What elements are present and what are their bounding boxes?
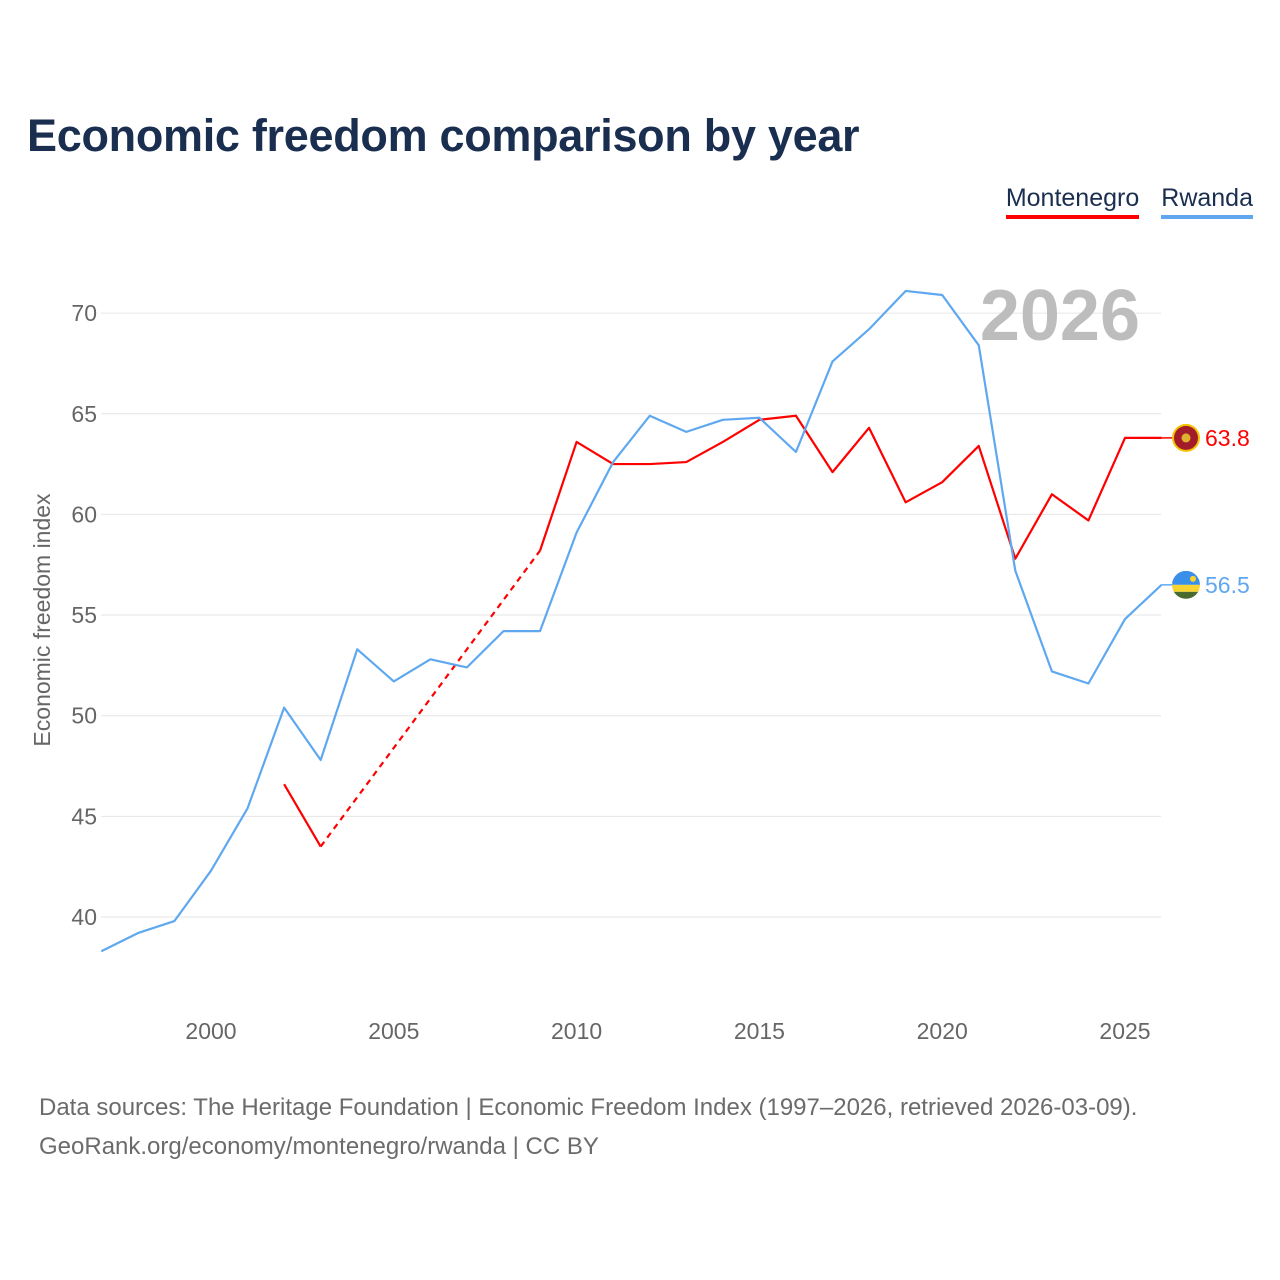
year-annotation: 2026 xyxy=(980,276,1140,356)
y-tick-label: 60 xyxy=(71,501,97,527)
flag-emblem xyxy=(1181,433,1191,443)
series-line-montenegro xyxy=(283,783,322,848)
x-tick-label: 2005 xyxy=(368,1018,419,1044)
legend: Montenegro Rwanda xyxy=(1005,184,1253,219)
chart-title: Economic freedom comparison by year xyxy=(27,110,860,161)
legend-montenegro[interactable]: Montenegro xyxy=(1005,184,1140,219)
end-value-label: 63.8 xyxy=(1205,425,1250,451)
x-tick-label: 2025 xyxy=(1099,1018,1150,1044)
rwanda-flag-icon xyxy=(1172,570,1200,599)
legend-rwanda[interactable]: Rwanda xyxy=(1161,184,1253,219)
series-gap-dashed xyxy=(319,549,541,848)
end-value-label: 56.5 xyxy=(1205,572,1250,598)
y-tick-label: 50 xyxy=(71,703,97,729)
y-tick-label: 65 xyxy=(71,401,97,427)
y-tick-label: 55 xyxy=(71,602,97,628)
series-line-rwanda xyxy=(100,289,1163,953)
x-tick-label: 2000 xyxy=(185,1018,236,1044)
x-tick-label: 2020 xyxy=(917,1018,968,1044)
x-tick-label: 2010 xyxy=(551,1018,602,1044)
x-tick-label: 2015 xyxy=(734,1018,785,1044)
y-tick-label: 40 xyxy=(71,904,97,930)
y-tick-label: 70 xyxy=(71,300,97,326)
attribution-link[interactable]: GeoRank.org/economy/montenegro/rwanda | … xyxy=(39,1133,599,1160)
y-axis-label: Economic freedom index xyxy=(29,493,55,747)
y-tick-label: 45 xyxy=(71,803,97,829)
footer: Data sources: The Heritage Foundation | … xyxy=(39,1088,1137,1166)
source-text: Data sources: The Heritage Foundation | … xyxy=(39,1094,1138,1121)
series-line-montenegro xyxy=(538,414,1162,560)
